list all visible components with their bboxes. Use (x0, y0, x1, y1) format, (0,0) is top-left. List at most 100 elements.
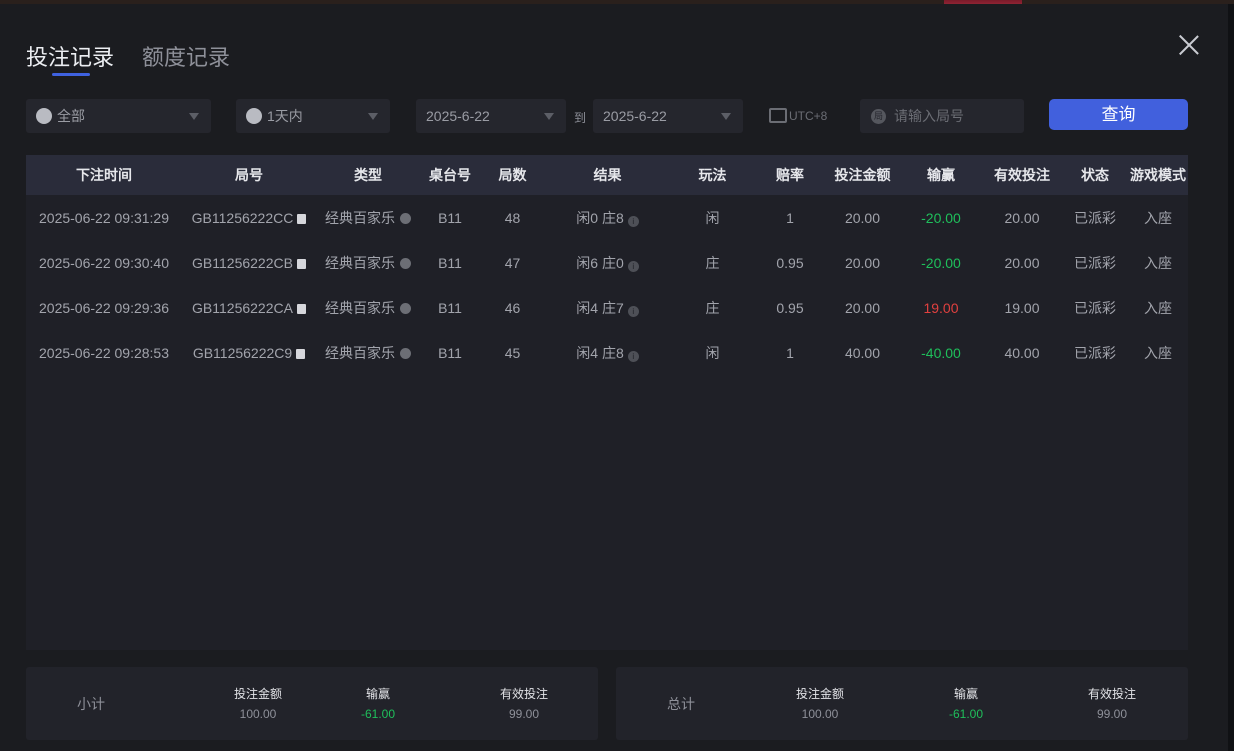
bet-records-table: 下注时间 局号 类型 桌台号 局数 结果 玩法 赔率 投注金额 输赢 有效投注 状态 游戏模式 2025… (26, 155, 1188, 650)
date-to-value: 2025-6-22 (603, 108, 667, 124)
info-icon[interactable]: i (627, 305, 639, 317)
table-body: 2025-06-22 09:31:29 GB11256222CC 经典百家乐 B11 4… (26, 195, 1188, 375)
close-icon[interactable] (1178, 34, 1200, 56)
column-header: 投注金额 (834, 167, 891, 183)
game-no-value: 48 (504, 209, 521, 226)
copy-icon[interactable] (296, 303, 306, 314)
game-type-select[interactable]: 全部 (26, 99, 211, 133)
cell-table: B11 (420, 345, 480, 361)
play-value: 庄 (705, 299, 720, 316)
total-win-label: 输赢 (953, 687, 978, 701)
tab-bet-records[interactable]: 投注记录 (26, 45, 115, 70)
time-value: 2025-06-22 09:29:36 (39, 299, 169, 316)
table-row: 2025-06-22 09:30:40 GB11256222CB 经典百家乐 B11 4… (26, 240, 1188, 285)
info-icon[interactable]: i (627, 260, 639, 272)
game-info-icon[interactable] (400, 302, 411, 314)
cell-bet: 20.00 (825, 255, 900, 271)
subtotal-bet-value: 100.00 (239, 707, 277, 721)
game-info-icon[interactable] (400, 257, 411, 269)
cell-win-loss: -40.00 (900, 345, 982, 361)
total-win-value: -61.00 (948, 707, 984, 721)
type-value: 经典百家乐 (325, 254, 395, 271)
cell-round: GB11256222CC (182, 210, 316, 226)
result-value: 闲4 庄7 (576, 299, 624, 316)
total-label: 总计 (667, 696, 695, 712)
to-label: 到 (574, 111, 587, 125)
cell-win-loss: 19.00 (900, 300, 982, 316)
spade-icon (36, 108, 52, 124)
game-info-icon[interactable] (400, 347, 411, 359)
subtotal-bet-label: 投注金额 (233, 687, 282, 701)
query-button[interactable]: 查询 (1049, 99, 1188, 130)
cell-type: 经典百家乐 (316, 253, 420, 273)
clock-icon (246, 108, 262, 124)
info-icon[interactable]: i (627, 350, 639, 362)
round-value: GB11256222CA (192, 299, 293, 316)
copy-icon[interactable] (296, 258, 306, 269)
column-header: 类型 (354, 167, 382, 183)
win-loss-value: -40.00 (921, 344, 961, 361)
game-no-value: 47 (504, 254, 521, 271)
game-info-icon[interactable] (400, 212, 411, 224)
date-from-value: 2025-6-22 (426, 108, 490, 124)
column-header: 玩法 (698, 167, 727, 183)
cell-mode: 入座 (1128, 208, 1188, 228)
cell-time: 2025-06-22 09:31:29 (26, 210, 182, 226)
cell-bet: 20.00 (825, 210, 900, 226)
cell-status: 已派彩 (1062, 253, 1128, 273)
subtotal-win-label: 输赢 (365, 687, 390, 701)
round-value: GB11256222CB (192, 254, 293, 271)
date-to-picker[interactable]: 2025-6-22 (593, 99, 743, 133)
bet-value: 20.00 (844, 299, 881, 316)
odds-value: 0.95 (776, 299, 804, 316)
cell-odds: 0.95 (755, 300, 825, 316)
cell-odds: 1 (755, 345, 825, 361)
total-bet-label: 投注金额 (795, 687, 844, 701)
column-header: 游戏模式 (1130, 167, 1186, 183)
period-value: 1天内 (267, 108, 303, 124)
cell-result: 闲0 庄8 i (545, 208, 670, 228)
copy-icon[interactable] (296, 348, 306, 359)
column-header: 状态 (1081, 167, 1109, 183)
cell-type: 经典百家乐 (316, 298, 420, 318)
odds-value: 0.95 (776, 254, 804, 271)
subtotal-label: 小计 (77, 696, 105, 712)
date-from-picker[interactable]: 2025-6-22 (416, 99, 566, 133)
subtotal-win-value: -61.00 (360, 707, 396, 721)
time-value: 2025-06-22 09:31:29 (39, 209, 169, 226)
status-value: 已派彩 (1074, 344, 1116, 361)
game-type-value: 全部 (57, 108, 85, 124)
game-no-value: 46 (504, 299, 521, 316)
tab-credit-records[interactable]: 额度记录 (142, 45, 231, 70)
period-select[interactable]: 1天内 (236, 99, 390, 133)
round-value: GB11256222C9 (192, 344, 293, 361)
cell-play: 闲 (670, 208, 755, 228)
round-search-input[interactable]: 局 请输入局号 (860, 99, 1024, 133)
cell-table: B11 (420, 210, 480, 226)
cell-bet: 20.00 (825, 300, 900, 316)
cell-mode: 入座 (1128, 253, 1188, 273)
status-value: 已派彩 (1074, 254, 1116, 271)
win-loss-value: 19.00 (923, 299, 959, 316)
valid-bet-value: 20.00 (1004, 254, 1040, 271)
valid-bet-value: 40.00 (1004, 344, 1040, 361)
chevron-down-icon (544, 113, 554, 120)
cell-result: 闲4 庄8 i (545, 343, 670, 363)
result-value: 闲4 庄8 (576, 344, 624, 361)
win-loss-value: -20.00 (921, 209, 961, 226)
round-value: GB11256222CC (191, 209, 294, 226)
cell-status: 已派彩 (1062, 343, 1128, 363)
info-icon[interactable]: i (627, 215, 639, 227)
copy-icon[interactable] (297, 213, 307, 224)
time-value: 2025-06-22 09:28:53 (39, 344, 169, 361)
column-header: 桌台号 (429, 167, 471, 183)
cell-round: GB11256222CA (182, 300, 316, 316)
cell-bet: 40.00 (825, 345, 900, 361)
cell-game-no: 45 (480, 345, 545, 361)
cell-game-no: 47 (480, 255, 545, 271)
cell-game-no: 46 (480, 300, 545, 316)
play-value: 庄 (705, 254, 720, 271)
table-value: B11 (438, 344, 462, 361)
bet-value: 20.00 (844, 254, 881, 271)
type-value: 经典百家乐 (325, 209, 395, 226)
